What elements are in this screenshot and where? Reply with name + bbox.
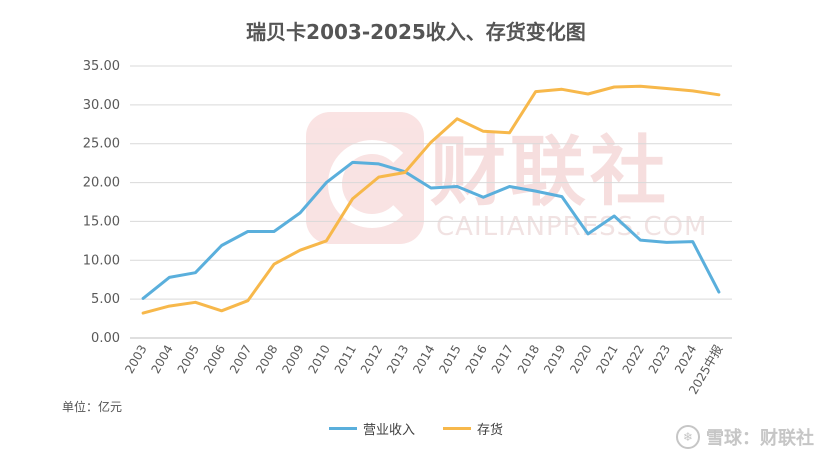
x-tick-label: 2008 — [253, 343, 280, 376]
y-tick-label: 0.00 — [91, 331, 120, 346]
x-tick-label: 2018 — [515, 343, 542, 376]
legend-label-inventory: 存货 — [477, 423, 504, 438]
brand-watermark: ❄ 雪球：财联社 — [676, 424, 814, 450]
x-tick-label: 2019 — [541, 343, 568, 376]
x-tick-label: 2004 — [148, 343, 175, 376]
y-tick-label: 25.00 — [83, 137, 120, 152]
x-tick-label: 2024 — [672, 343, 699, 376]
y-tick-label: 15.00 — [83, 214, 120, 229]
y-tick-label: 5.00 — [91, 292, 120, 307]
y-tick-label: 20.00 — [83, 176, 120, 191]
series-line-inventory — [141, 84, 721, 315]
x-tick-label: 2006 — [201, 343, 228, 376]
x-tick-label: 2005 — [175, 343, 202, 376]
x-tick-label: 2021 — [593, 343, 620, 376]
legend-swatch-inventory — [443, 427, 471, 430]
chart-legend: 营业收入 存货 — [0, 419, 832, 438]
chart-title: 瑞贝卡2003-2025收入、存货变化图 — [246, 20, 586, 44]
x-tick-label: 2022 — [620, 343, 647, 376]
x-tick-label: 2015 — [436, 343, 463, 376]
x-tick-label: 2014 — [410, 343, 437, 376]
brand-text: 雪球：财联社 — [706, 428, 814, 449]
snowball-icon: ❄ — [676, 425, 700, 449]
watermark-text-en: CAILIANPRESS.COM — [436, 212, 708, 242]
x-tick-label: 2003 — [122, 343, 149, 376]
x-tick-label: 2016 — [463, 343, 490, 376]
x-tick-label: 2012 — [358, 343, 385, 376]
legend-label-revenue: 营业收入 — [362, 423, 415, 438]
series-line-revenue — [141, 160, 721, 300]
x-tick-label: 2011 — [332, 343, 359, 376]
x-tick-label: 2013 — [384, 343, 411, 376]
x-tick-label: 2010 — [306, 343, 333, 376]
y-tick-label: 10.00 — [83, 253, 120, 268]
y-tick-label: 35.00 — [83, 59, 120, 74]
x-tick-label: 2009 — [279, 343, 306, 376]
x-tick-label: 2020 — [567, 343, 594, 376]
watermark-logo-icon — [306, 112, 424, 244]
watermark-text-cn: 财联社 — [430, 127, 670, 216]
y-tick-label: 30.00 — [83, 98, 120, 113]
legend-item-inventory[interactable]: 存货 — [443, 419, 503, 438]
legend-item-revenue[interactable]: 营业收入 — [328, 419, 415, 438]
legend-swatch-revenue — [328, 427, 357, 430]
x-tick-label: 2007 — [227, 343, 254, 376]
unit-label: 单位：亿元 — [62, 400, 123, 414]
x-tick-label: 2017 — [489, 343, 516, 376]
x-tick-label: 2023 — [646, 343, 673, 376]
